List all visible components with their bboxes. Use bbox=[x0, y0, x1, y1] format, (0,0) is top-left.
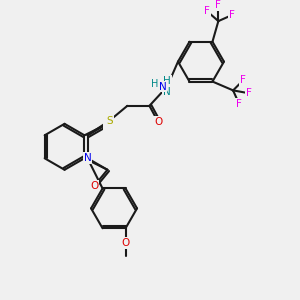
Text: N: N bbox=[84, 153, 92, 163]
Text: H: H bbox=[151, 79, 158, 89]
Text: O: O bbox=[154, 117, 162, 127]
Text: S: S bbox=[106, 116, 113, 126]
Text: F: F bbox=[215, 0, 221, 10]
Text: F: F bbox=[236, 99, 242, 109]
Text: F: F bbox=[204, 6, 209, 16]
Text: O: O bbox=[90, 181, 98, 191]
Text: F: F bbox=[241, 75, 246, 85]
Text: N: N bbox=[159, 82, 167, 92]
Text: O: O bbox=[122, 238, 130, 248]
Text: H
N: H N bbox=[163, 76, 171, 98]
Text: F: F bbox=[246, 88, 252, 98]
Text: N: N bbox=[103, 119, 111, 129]
Text: F: F bbox=[229, 10, 235, 20]
